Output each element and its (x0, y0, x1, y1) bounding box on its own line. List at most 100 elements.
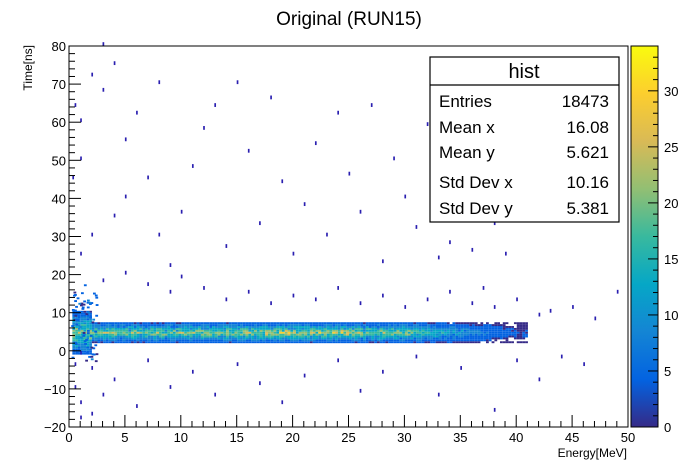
sparse-bin (303, 202, 306, 207)
histogram-bin (265, 329, 268, 332)
histogram-bin (360, 324, 364, 327)
x-tick-label: 5 (121, 430, 128, 445)
histogram-bin (307, 335, 310, 338)
sparse-bin (214, 103, 217, 107)
histogram-bin (119, 324, 123, 327)
histogram-bin (94, 335, 98, 338)
histogram-bin (304, 333, 308, 336)
histogram-bin (159, 331, 162, 334)
histogram-bin (184, 333, 187, 336)
histogram-bin (262, 327, 266, 330)
histogram-bin (167, 337, 171, 340)
histogram-bin (234, 326, 238, 328)
histogram-bin (497, 331, 500, 334)
histogram-bin (511, 333, 514, 336)
histogram-bin (298, 326, 302, 328)
histogram-bin (402, 333, 405, 336)
histogram-bin (441, 327, 445, 330)
histogram-bin (220, 341, 224, 344)
histogram-bin (307, 339, 310, 342)
histogram-bin (108, 322, 112, 325)
histogram-bin (371, 327, 375, 330)
histogram-bin (198, 339, 201, 342)
histogram-bin (483, 333, 487, 336)
histogram-bin (293, 331, 296, 334)
histogram-bin (519, 329, 523, 332)
histogram-bin (245, 327, 249, 330)
histogram-bin (332, 331, 336, 334)
histogram-bin (421, 322, 425, 325)
histogram-bin (382, 335, 386, 338)
histogram-bin (150, 333, 154, 336)
histogram-bin (226, 333, 229, 336)
histogram-bin (273, 337, 277, 340)
histogram-bin (432, 339, 436, 342)
sparse-bin (169, 385, 172, 389)
histogram-bin (172, 333, 176, 336)
histogram-bin (410, 329, 414, 332)
histogram-bin (265, 322, 268, 325)
histogram-bin (125, 324, 129, 327)
histogram-bin (80, 310, 84, 313)
histogram-bin (480, 331, 484, 334)
histogram-bin (136, 331, 140, 334)
histogram-bin (321, 326, 324, 328)
sparse-bin (124, 194, 127, 199)
histogram-bin (259, 322, 263, 325)
histogram-bin (379, 339, 383, 342)
histogram-bin (147, 341, 151, 344)
histogram-bin (407, 327, 411, 330)
histogram-bin (214, 333, 218, 336)
histogram-bin (335, 337, 338, 340)
histogram-bin (469, 326, 473, 328)
histogram-bin (133, 324, 137, 327)
histogram-bin (259, 329, 263, 332)
sparse-bin (203, 286, 205, 290)
histogram-bin (265, 339, 268, 342)
sparse-bin (493, 407, 496, 412)
histogram-bin (256, 324, 260, 327)
histogram-bin (346, 324, 350, 327)
histogram-bin (323, 327, 327, 330)
histogram-bin (335, 324, 338, 327)
histogram-bin (365, 337, 369, 340)
histogram-bin (421, 337, 425, 340)
histogram-bin (153, 324, 157, 327)
histogram-bin (133, 341, 137, 344)
sparse-bin (460, 366, 462, 370)
histogram-bin (502, 333, 506, 336)
histogram-bin (312, 326, 316, 328)
z-tick-label: 25 (664, 140, 678, 155)
histogram-bin (223, 327, 227, 330)
histogram-bin (189, 335, 193, 338)
histogram-bin (460, 333, 464, 336)
histogram-bin (161, 331, 165, 334)
histogram-bin (248, 339, 252, 342)
sparse-bin (169, 289, 172, 294)
histogram-bin (114, 326, 118, 328)
histogram-bin (114, 322, 118, 325)
histogram-bin (105, 341, 109, 344)
histogram-bin (460, 337, 464, 340)
histogram-bin (220, 329, 224, 332)
histogram-bin (513, 337, 517, 340)
histogram-bin (139, 337, 143, 340)
histogram-bin (259, 324, 263, 327)
histogram-bin (86, 301, 90, 304)
histogram-bin (407, 333, 411, 336)
histogram-bin (237, 326, 241, 328)
histogram-bin (80, 339, 84, 342)
histogram-bin (94, 337, 98, 340)
histogram-bin (446, 324, 450, 327)
histogram-bin (290, 341, 294, 344)
histogram-bin (413, 339, 417, 342)
histogram-bin (474, 331, 478, 334)
histogram-bin (438, 324, 442, 327)
histogram-bin (513, 327, 517, 330)
histogram-bin (254, 329, 257, 332)
histogram-bin (100, 341, 104, 344)
histogram-bin (273, 333, 277, 336)
histogram-bin (200, 339, 204, 342)
histogram-bin (270, 341, 274, 344)
histogram-bin (343, 335, 347, 338)
